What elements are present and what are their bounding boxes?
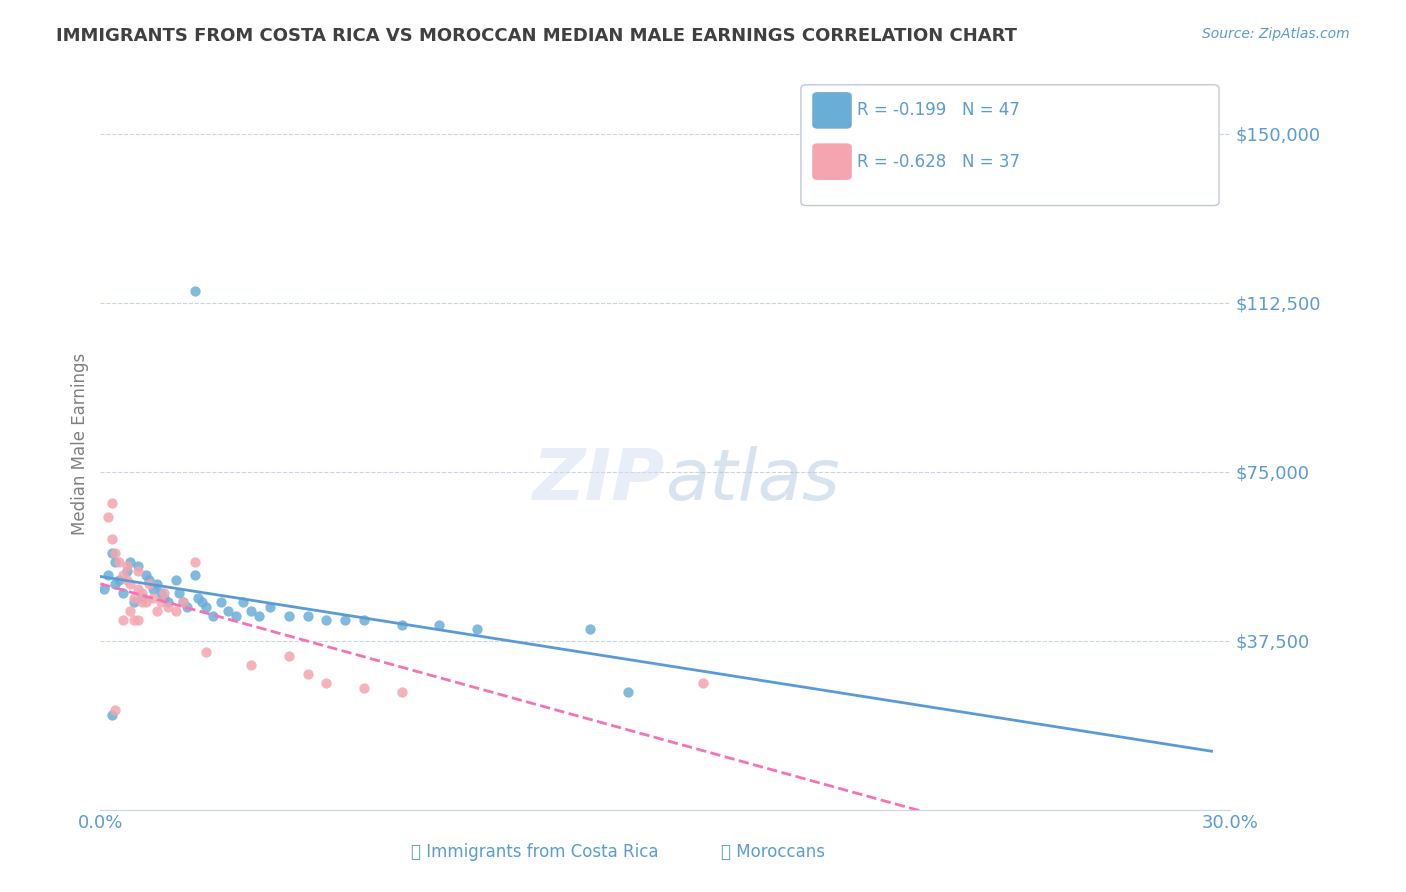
Point — [122, 591, 145, 605]
Point — [138, 573, 160, 587]
Point — [100, 533, 122, 547]
Point — [353, 681, 375, 695]
Point — [165, 604, 187, 618]
Point — [157, 599, 180, 614]
Point — [104, 577, 127, 591]
Point — [120, 555, 142, 569]
Point — [104, 703, 127, 717]
Point — [100, 496, 122, 510]
Point — [315, 676, 337, 690]
Point — [135, 595, 157, 609]
Point — [100, 707, 122, 722]
Point — [108, 555, 131, 569]
Text: Source: ZipAtlas.com: Source: ZipAtlas.com — [1202, 27, 1350, 41]
Point — [465, 623, 488, 637]
Point — [120, 577, 142, 591]
Point — [146, 604, 169, 618]
Point — [391, 685, 413, 699]
Point — [115, 559, 138, 574]
Point — [232, 595, 254, 609]
Point — [259, 599, 281, 614]
Point — [427, 617, 450, 632]
Point — [616, 685, 638, 699]
Point — [122, 613, 145, 627]
Point — [146, 577, 169, 591]
Point — [277, 649, 299, 664]
Point — [153, 591, 176, 605]
Point — [157, 595, 180, 609]
Point — [209, 595, 232, 609]
Point — [111, 568, 134, 582]
Point — [104, 546, 127, 560]
Point — [97, 509, 120, 524]
FancyBboxPatch shape — [813, 144, 852, 180]
Text: ⬛ Immigrants from Costa Rica: ⬛ Immigrants from Costa Rica — [411, 843, 658, 861]
Text: R = -0.628   N = 37: R = -0.628 N = 37 — [858, 153, 1021, 170]
Point — [111, 586, 134, 600]
Point — [187, 591, 209, 605]
Point — [191, 595, 214, 609]
Point — [153, 586, 176, 600]
Point — [240, 604, 263, 618]
FancyBboxPatch shape — [813, 92, 852, 128]
Point — [183, 285, 205, 299]
Point — [176, 599, 198, 614]
Point — [131, 595, 153, 609]
Point — [115, 564, 138, 578]
Point — [297, 667, 319, 681]
Point — [391, 617, 413, 632]
FancyBboxPatch shape — [801, 85, 1219, 205]
Point — [138, 577, 160, 591]
Point — [111, 613, 134, 627]
Point — [335, 613, 357, 627]
Point — [277, 608, 299, 623]
Text: R = -0.199   N = 47: R = -0.199 N = 47 — [858, 102, 1021, 120]
Point — [127, 559, 149, 574]
Point — [194, 645, 217, 659]
Point — [579, 623, 602, 637]
Point — [217, 604, 239, 618]
Point — [247, 608, 270, 623]
Point — [240, 658, 263, 673]
Point — [120, 604, 142, 618]
Point — [172, 595, 194, 609]
Point — [122, 595, 145, 609]
Point — [108, 573, 131, 587]
Text: ⬛ Moroccans: ⬛ Moroccans — [721, 843, 825, 861]
Point — [93, 582, 115, 596]
Point — [97, 568, 120, 582]
Point — [183, 568, 205, 582]
Point — [104, 555, 127, 569]
Point — [135, 568, 157, 582]
Point — [142, 591, 165, 605]
Point — [183, 555, 205, 569]
Point — [127, 564, 149, 578]
Point — [127, 613, 149, 627]
Point — [194, 599, 217, 614]
Point — [169, 586, 191, 600]
Text: ZIP: ZIP — [533, 446, 665, 515]
Point — [165, 573, 187, 587]
Point — [142, 582, 165, 596]
Point — [353, 613, 375, 627]
Point — [692, 676, 714, 690]
Point — [315, 613, 337, 627]
Text: atlas: atlas — [665, 446, 839, 515]
Point — [127, 582, 149, 596]
Point — [131, 591, 153, 605]
Text: IMMIGRANTS FROM COSTA RICA VS MOROCCAN MEDIAN MALE EARNINGS CORRELATION CHART: IMMIGRANTS FROM COSTA RICA VS MOROCCAN M… — [56, 27, 1017, 45]
Point — [172, 595, 194, 609]
Point — [115, 573, 138, 587]
Y-axis label: Median Male Earnings: Median Male Earnings — [72, 352, 89, 534]
Point — [202, 608, 225, 623]
Point — [149, 586, 172, 600]
Point — [225, 608, 247, 623]
Point — [297, 608, 319, 623]
Point — [131, 586, 153, 600]
Point — [149, 595, 172, 609]
Point — [100, 546, 122, 560]
